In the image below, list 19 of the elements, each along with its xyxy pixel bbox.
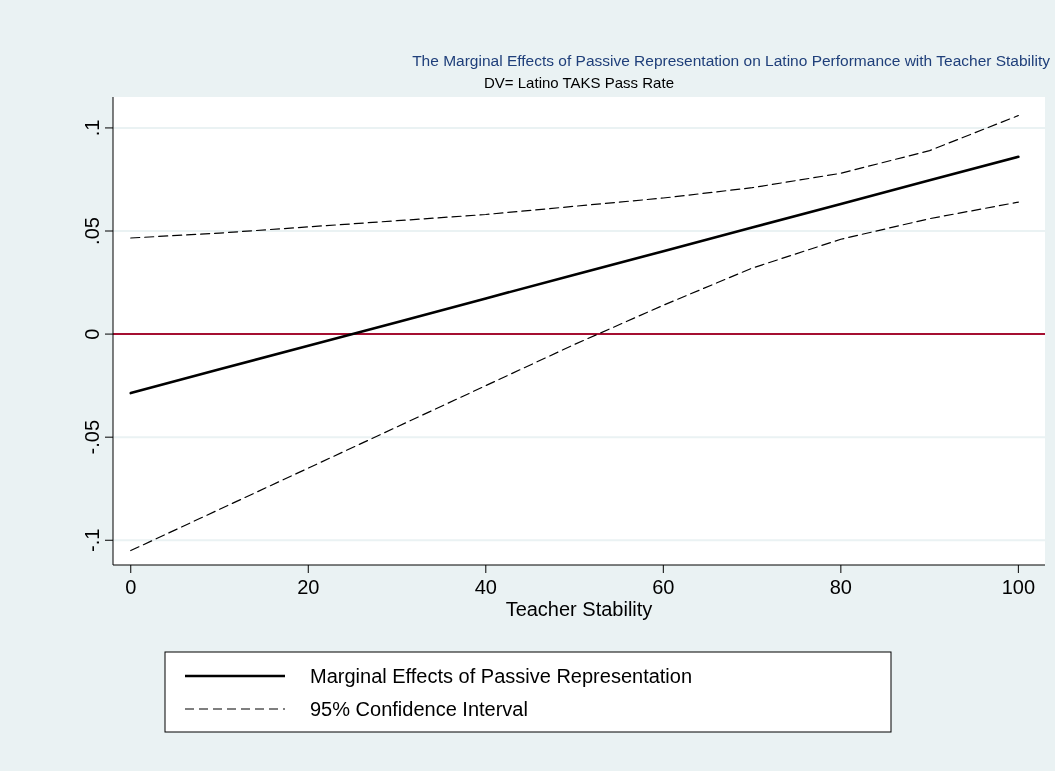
y-tick-label: -.1 [81,528,103,552]
x-axis-title: Teacher Stability [505,598,653,620]
y-tick-label: 0 [81,328,103,340]
chart-subtitle: DV= Latino TAKS Pass Rate [484,74,674,91]
x-tick-label: 0 [125,576,137,598]
line-series [130,114,1019,239]
y-tick-label: -.05 [81,419,103,455]
y-tick-label: .05 [81,217,103,245]
x-tick-label: 20 [297,576,320,598]
chart-title: The Marginal Effects of Passive Representation on Latino Performance with Teacher Stability [412,52,1051,69]
line-series [129,155,1020,395]
x-tick-label: 100 [1001,576,1036,598]
legend-label: 95% Confidence Interval [310,698,528,720]
y-tick-label: .1 [81,119,103,137]
line-series [130,201,1019,552]
legend-label: Marginal Effects of Passive Representation [310,665,693,687]
x-tick-label: 60 [652,576,675,598]
x-tick-label: 40 [474,576,497,598]
x-tick-label: 80 [829,576,852,598]
